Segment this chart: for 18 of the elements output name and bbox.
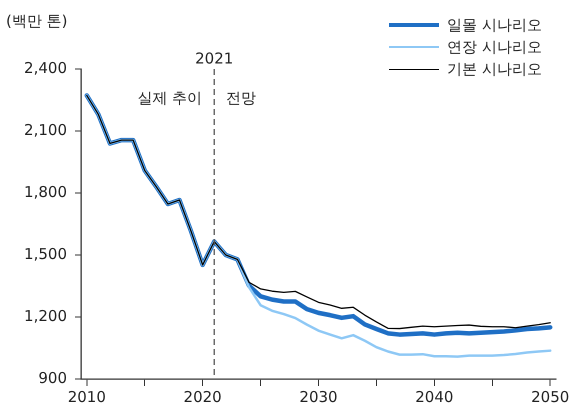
ref-line-label: 2021	[195, 49, 234, 68]
y-axis-title: (백만 톤)	[6, 12, 68, 31]
x-tick-label: 2040	[415, 388, 454, 406]
y-tick-label: 1,500	[24, 244, 67, 263]
legend-label: 연장 시나리오	[447, 38, 542, 56]
x-tick-label: 2050	[531, 388, 570, 406]
legend-label: 일몰 시나리오	[447, 16, 542, 34]
x-tick-label: 2010	[68, 388, 106, 406]
legend-label: 기본 시나리오	[447, 60, 542, 78]
x-tick-label: 2020	[184, 388, 222, 406]
annotation: 전망	[226, 88, 256, 107]
y-tick-label: 2,400	[24, 58, 67, 77]
x-tick-label: 2030	[299, 388, 338, 406]
annotation: 실제 추이	[137, 88, 202, 107]
y-tick-label: 1,800	[24, 182, 67, 201]
y-tick-label: 900	[38, 368, 67, 387]
y-tick-label: 2,100	[24, 120, 67, 139]
y-tick-label: 1,200	[24, 306, 67, 325]
